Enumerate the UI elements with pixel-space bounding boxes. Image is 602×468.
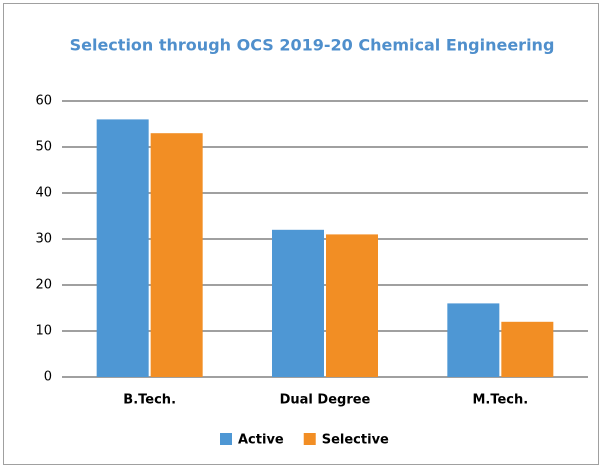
bar <box>501 321 554 377</box>
bar <box>447 303 500 377</box>
legend-label: Active <box>238 433 284 448</box>
bar <box>150 133 203 377</box>
x-tick-label: Dual Degree <box>280 393 371 408</box>
legend-swatch <box>220 433 232 445</box>
y-tick-label: 40 <box>35 186 52 201</box>
y-tick-label: 50 <box>35 140 52 155</box>
bar <box>326 234 378 377</box>
legend-swatch <box>303 433 316 445</box>
bar <box>96 119 149 378</box>
x-tick-label: B.Tech. <box>123 393 176 408</box>
y-tick-label: 60 <box>35 94 52 109</box>
bar <box>272 229 324 377</box>
y-tick-label: 30 <box>35 232 52 247</box>
legend-label: Selective <box>322 433 389 448</box>
y-tick-label: 20 <box>35 278 52 293</box>
y-tick-label: 10 <box>35 324 52 339</box>
x-tick-label: M.Tech. <box>472 393 528 408</box>
y-tick-label: 0 <box>44 370 52 385</box>
chart-title: Selection through OCS 2019-20 Chemical E… <box>70 36 555 55</box>
